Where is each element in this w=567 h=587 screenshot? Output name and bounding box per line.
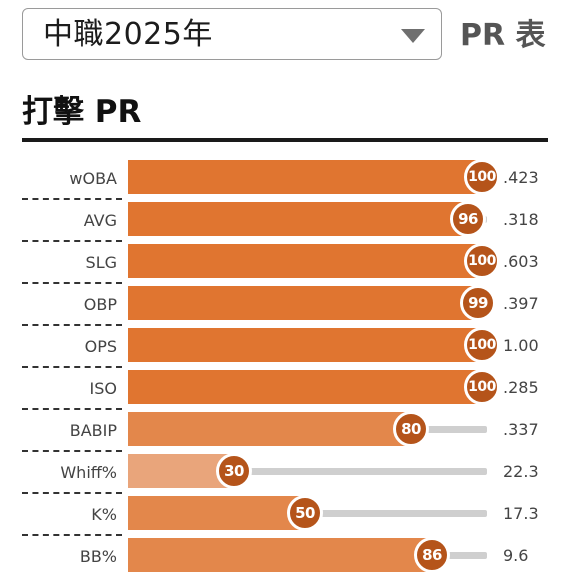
pr-track bbox=[235, 468, 487, 475]
pr-bar bbox=[128, 328, 483, 362]
stat-label: AVG bbox=[83, 211, 117, 230]
row-divider bbox=[22, 240, 122, 242]
pr-bar bbox=[128, 286, 479, 320]
pr-badge: 100 bbox=[464, 369, 500, 405]
row-divider bbox=[22, 408, 122, 410]
stat-value: 9.6 bbox=[503, 546, 529, 565]
pr-badge: 86 bbox=[414, 537, 450, 573]
row-divider bbox=[22, 534, 122, 536]
row-divider bbox=[22, 198, 122, 200]
pr-track bbox=[306, 510, 487, 517]
stat-value: .397 bbox=[503, 294, 539, 313]
stat-value: .285 bbox=[503, 378, 539, 397]
pr-badge: 30 bbox=[216, 453, 252, 489]
pr-bar bbox=[128, 370, 483, 404]
row-divider bbox=[22, 492, 122, 494]
pr-badge: 99 bbox=[460, 285, 496, 321]
stat-label: wOBA bbox=[69, 169, 117, 188]
pr-bar bbox=[128, 496, 306, 530]
stat-label: ISO bbox=[89, 379, 117, 398]
row-divider bbox=[22, 324, 122, 326]
pr-badge: 100 bbox=[464, 243, 500, 279]
stat-value: 22.3 bbox=[503, 462, 539, 481]
pr-badge: 80 bbox=[393, 411, 429, 447]
season-dropdown[interactable]: 中職2025年 bbox=[22, 8, 442, 60]
row-divider bbox=[22, 450, 122, 452]
pr-badge: 100 bbox=[464, 159, 500, 195]
pr-bar bbox=[128, 244, 483, 278]
stat-label: BB% bbox=[79, 547, 117, 566]
page-label: PR 表 bbox=[460, 18, 546, 53]
gridline bbox=[150, 158, 152, 580]
pr-bar bbox=[128, 538, 433, 572]
stat-value: 1.00 bbox=[503, 336, 539, 355]
header-bar: 中職2025年 PR 表 bbox=[22, 8, 547, 60]
pr-badge: 100 bbox=[464, 327, 500, 363]
stat-label: K% bbox=[91, 505, 117, 524]
pr-track bbox=[433, 552, 487, 559]
season-dropdown-value: 中職2025年 bbox=[43, 17, 213, 52]
stat-value: 17.3 bbox=[503, 504, 539, 523]
pr-badge: 50 bbox=[287, 495, 323, 531]
stat-label: OPS bbox=[84, 337, 117, 356]
pr-bar bbox=[128, 412, 412, 446]
stat-value: .423 bbox=[503, 168, 539, 187]
stat-label: Whiff% bbox=[60, 463, 117, 482]
gridline bbox=[310, 158, 312, 580]
row-divider bbox=[22, 366, 122, 368]
pr-bar bbox=[128, 202, 469, 236]
chevron-down-icon[interactable] bbox=[401, 29, 425, 43]
stat-label: BABIP bbox=[69, 421, 117, 440]
stat-label: OBP bbox=[83, 295, 117, 314]
pr-bar bbox=[128, 160, 483, 194]
stat-value: .603 bbox=[503, 252, 539, 271]
stat-value: .318 bbox=[503, 210, 539, 229]
section-title: 打擊 PR bbox=[22, 94, 142, 130]
pr-track bbox=[412, 426, 487, 433]
stat-value: .337 bbox=[503, 420, 539, 439]
pr-badge: 96 bbox=[450, 201, 486, 237]
title-divider bbox=[22, 138, 548, 142]
row-divider bbox=[22, 282, 122, 284]
stat-label: SLG bbox=[85, 253, 117, 272]
